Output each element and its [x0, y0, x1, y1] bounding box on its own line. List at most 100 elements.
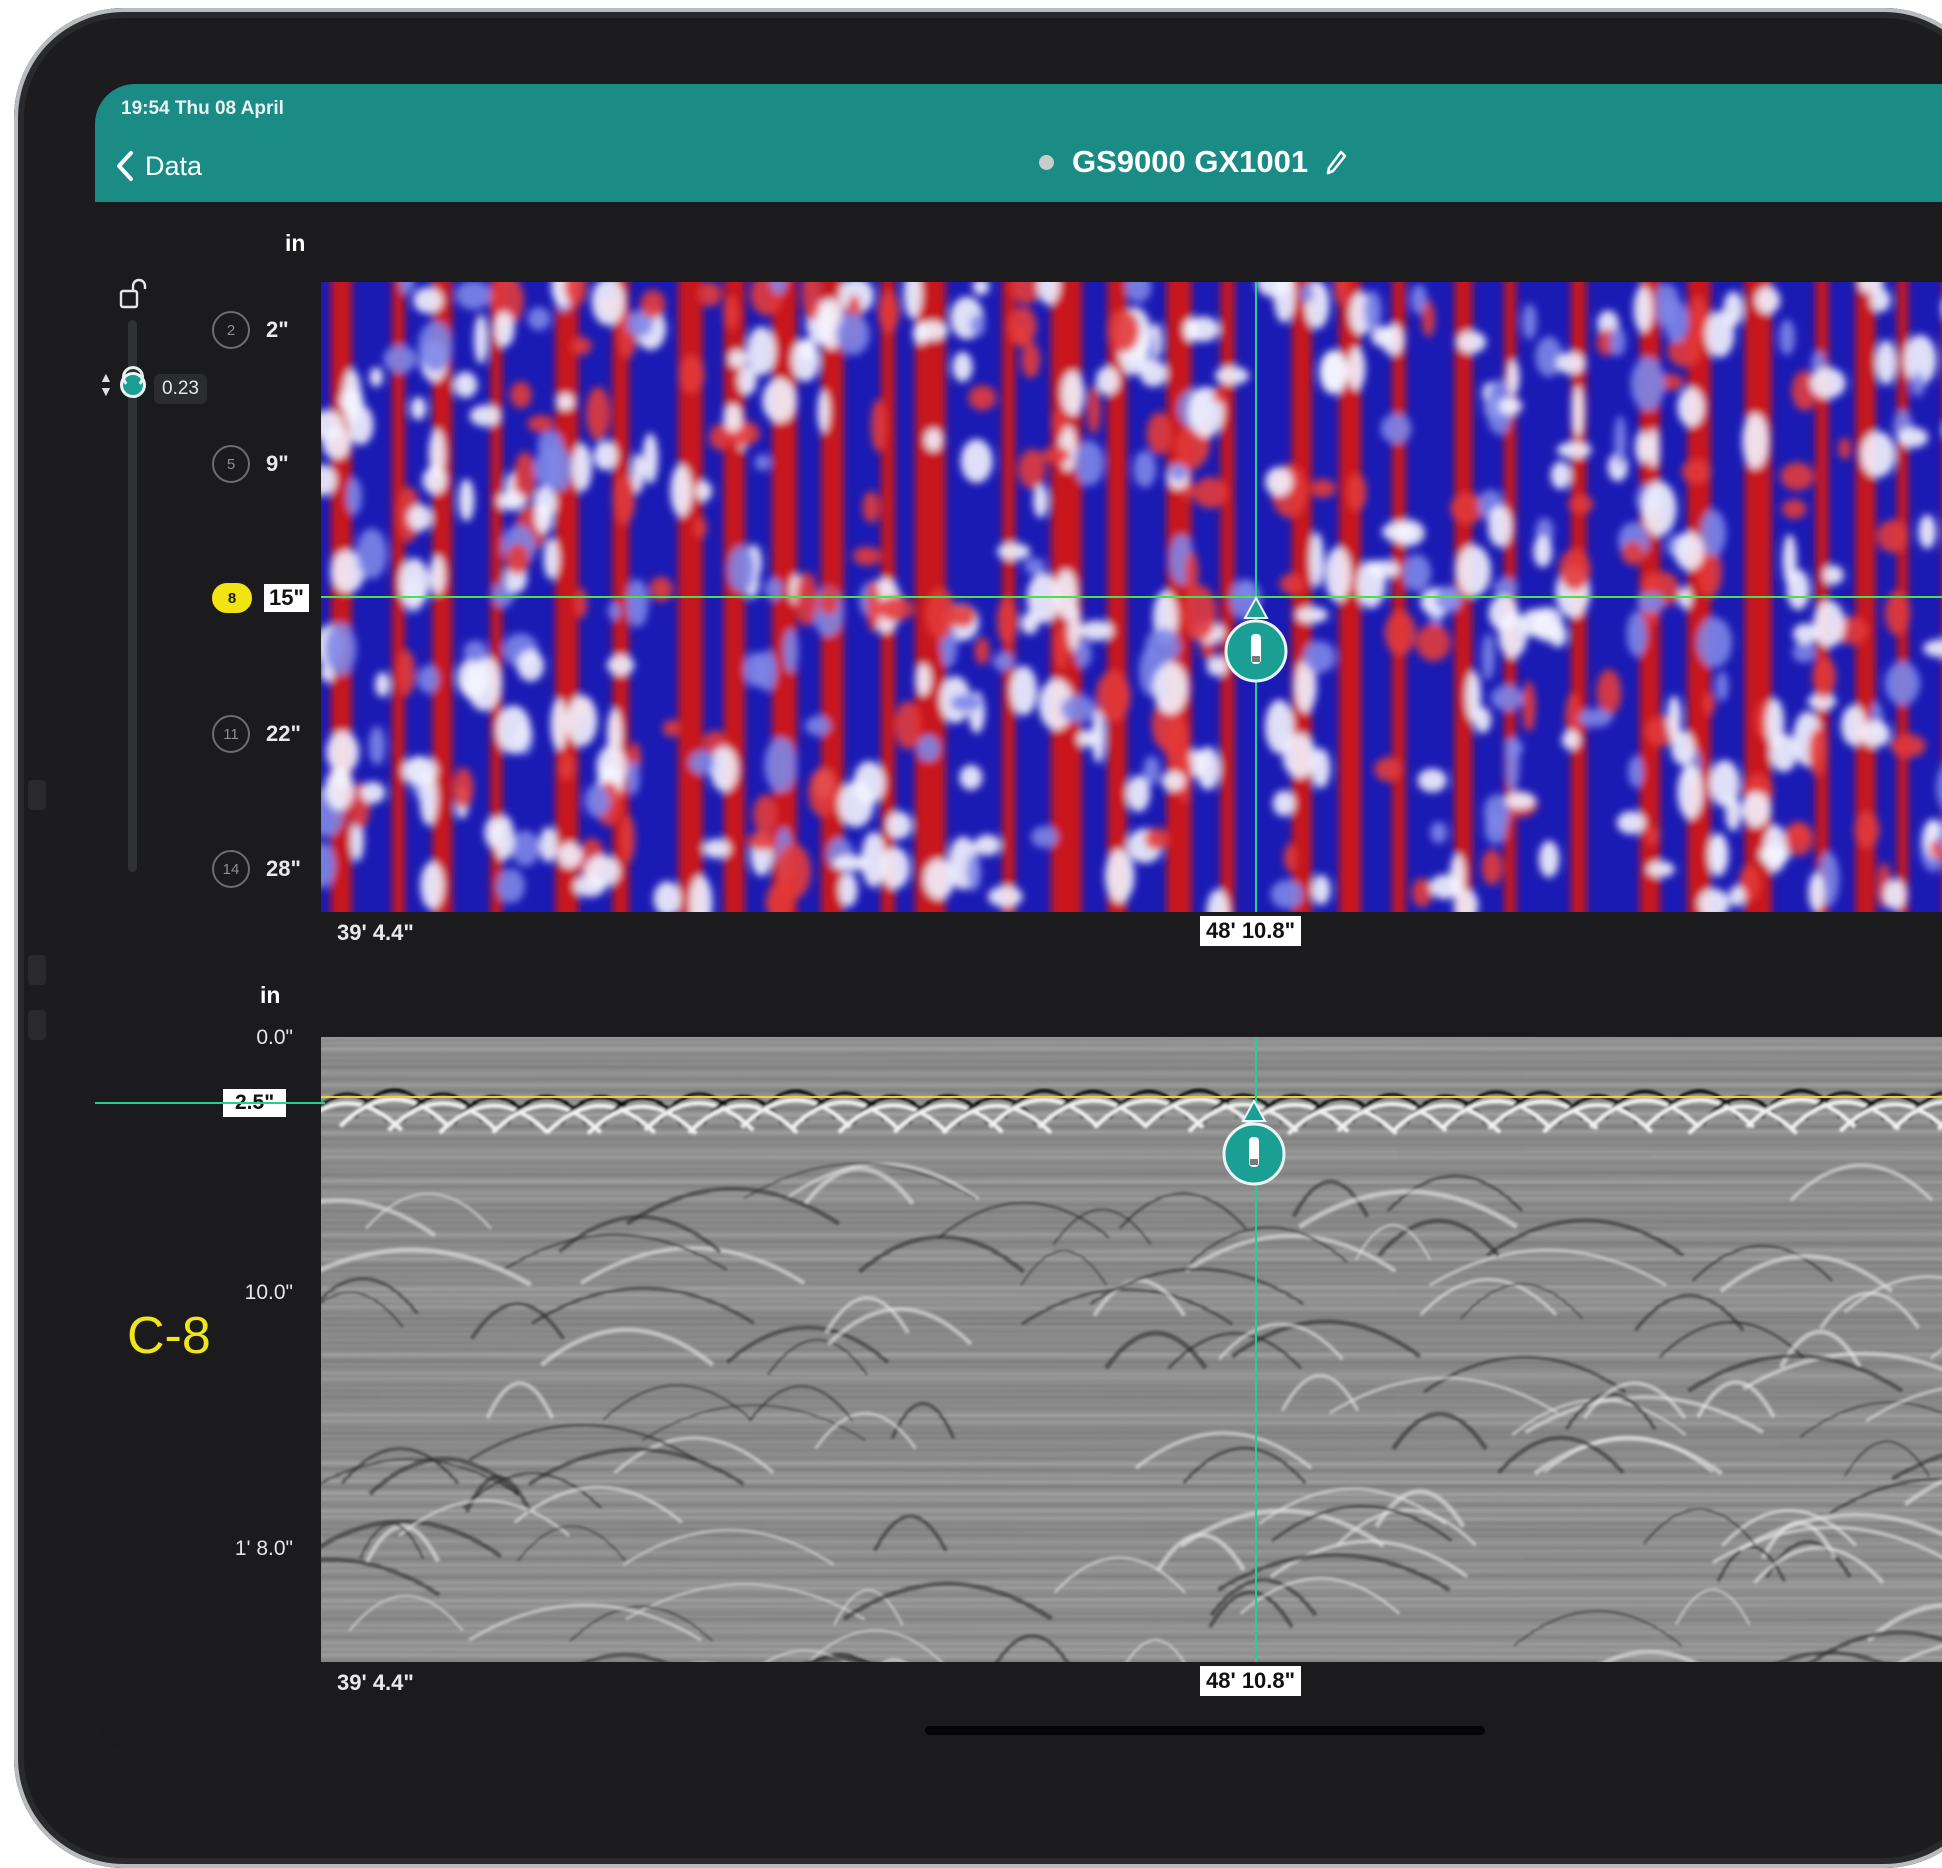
heatmap-blob: [1010, 666, 1037, 715]
heatmap-blob: [608, 602, 621, 620]
heatmap-blob: [1033, 484, 1048, 518]
depth-row-active[interactable]: 8 15": [212, 583, 309, 613]
heatmap-blob: [1482, 849, 1503, 885]
radargram-reflection: [768, 1340, 867, 1375]
back-button[interactable]: Data: [115, 146, 202, 186]
home-indicator[interactable]: [925, 1726, 1485, 1735]
heatmap-blob: [551, 699, 568, 750]
heatmap-blob: [1381, 324, 1404, 355]
heatmap-blob: [1457, 331, 1487, 353]
radargram-reflection: [321, 1292, 403, 1327]
heatmap-blob: [494, 312, 514, 347]
heatmap-blob: [325, 623, 357, 675]
radargram-band: [321, 1576, 1942, 1577]
heatmap-blob: [973, 282, 990, 295]
depth-row[interactable]: 5 9": [212, 445, 289, 483]
heatmap-blob: [791, 339, 819, 382]
unlock-icon[interactable]: [119, 278, 149, 310]
heatmap-blob: [1578, 709, 1612, 728]
heatmap-blob: [762, 378, 796, 422]
depth-row[interactable]: 14 28": [212, 850, 301, 888]
radargram-band: [321, 1211, 1942, 1213]
heatmap-blob: [1145, 827, 1169, 850]
heatmap-blob: [474, 314, 488, 364]
heatmap-blob: [1311, 748, 1330, 788]
heatmap-blob: [1507, 360, 1520, 395]
heatmap-blob: [853, 547, 881, 566]
heatmap-blob: [1482, 633, 1495, 680]
radargram-band: [321, 1373, 1942, 1375]
depth-cursor-line[interactable]: [321, 596, 1942, 598]
heatmap-blob: [528, 307, 551, 330]
radargram-reflection: [1829, 1479, 1942, 1514]
device-side-button: [28, 955, 46, 985]
heatmap-blob: [459, 479, 475, 522]
heatmap-blob: [738, 366, 757, 395]
heatmap-blob: [470, 405, 501, 426]
heatmap-blob: [776, 844, 811, 900]
heatmap-blob: [970, 314, 985, 336]
gain-slider-track[interactable]: [128, 320, 137, 872]
heatmap-blob: [703, 839, 731, 859]
depth-row[interactable]: 11 22": [212, 715, 301, 753]
heatmap-blob: [689, 751, 715, 775]
depth-row[interactable]: 2 2": [212, 311, 289, 349]
heatmap-blob: [1213, 387, 1225, 404]
depth-label: 22": [266, 721, 301, 747]
heatmap-blob: [1311, 479, 1335, 498]
heatmap-blob: [462, 677, 482, 699]
heatmap-blob: [1027, 573, 1060, 623]
heatmap-blob: [558, 842, 583, 868]
heatmap-blob: [1169, 465, 1187, 481]
heatmap-blob: [1522, 304, 1537, 340]
radargram-band: [321, 1570, 1942, 1571]
heatmap-blob: [1381, 414, 1412, 444]
radargram-reflection: [1094, 1280, 1184, 1315]
gpr-depth-cursor-line[interactable]: [321, 1096, 1942, 1098]
heatmap-blob: [1126, 282, 1151, 303]
heatmap-blob: [1499, 397, 1522, 415]
heatmap-blob: [1860, 431, 1895, 477]
heatmap-blob: [1923, 640, 1942, 657]
heatmap-blob: [805, 716, 830, 736]
heatmap-blob: [1729, 886, 1745, 907]
radargram-reflection: [939, 1203, 1110, 1238]
heatmap-blob: [853, 761, 884, 805]
heatmap-blob: [1787, 569, 1810, 610]
pencil-icon[interactable]: [1326, 149, 1348, 175]
heatmap-blob: [1347, 473, 1367, 511]
radargram-reflection: [874, 1516, 946, 1551]
radargram-band: [321, 1067, 1942, 1069]
radargram-band: [321, 1061, 1942, 1062]
heatmap-blob: [663, 720, 680, 737]
heatmap-blob: [1042, 447, 1071, 464]
heatmap-blob: [836, 314, 870, 356]
heatmap-blob: [1810, 368, 1845, 399]
radargram-band: [321, 1048, 1942, 1049]
heatmap-blob: [1489, 595, 1519, 631]
heatmap-blob: [1105, 849, 1135, 902]
heatmap-blob: [1133, 451, 1156, 488]
heatmap-blob: [997, 543, 1030, 560]
scan-title[interactable]: GS9000 GX1001: [1039, 144, 1348, 180]
marker-pin-icon[interactable]: [1219, 1099, 1289, 1191]
heatmap-blob: [796, 572, 818, 626]
radargram-band: [321, 1041, 1942, 1043]
heatmap-blob: [1520, 609, 1553, 637]
gpr-depth-cursor-line[interactable]: [95, 1102, 325, 1104]
heatmap-blob: [1709, 760, 1740, 807]
gain-slider-thumb[interactable]: [120, 372, 146, 398]
marker-pin-icon[interactable]: [1221, 596, 1291, 688]
radargram-band: [321, 1079, 1942, 1081]
radargram-band: [321, 1269, 1942, 1271]
heatmap-blob: [1024, 558, 1045, 575]
radargram-band: [321, 1529, 1942, 1530]
depth-label: 9": [266, 451, 289, 477]
radargram-band: [321, 1643, 1942, 1644]
heatmap-blob: [728, 350, 748, 368]
heatmap-blob: [1054, 624, 1068, 670]
gpr-radargram[interactable]: [321, 1037, 1942, 1662]
heatmap-blob: [886, 811, 912, 839]
heatmap-blob: [1347, 347, 1365, 391]
heatmap-blob: [640, 290, 665, 319]
